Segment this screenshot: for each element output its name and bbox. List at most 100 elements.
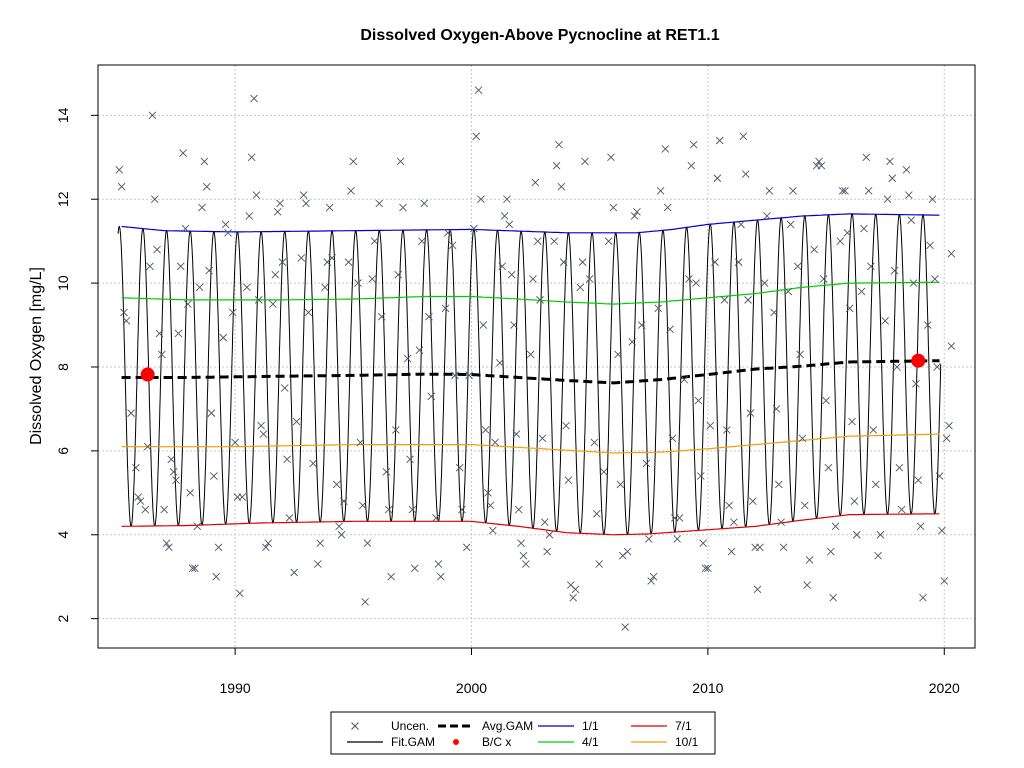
uncensored-point: [862, 153, 871, 162]
uncensored-point: [500, 212, 509, 220]
uncensored-point: [774, 480, 783, 489]
uncensored-point: [531, 178, 540, 187]
legend-symbol: [453, 739, 459, 745]
uncensored-point: [763, 212, 771, 220]
uncensored-point: [826, 547, 835, 556]
uncensored-point: [146, 262, 154, 271]
series-line-1-1: [121, 213, 940, 234]
uncensored-point: [280, 384, 289, 392]
uncensored-point: [760, 279, 769, 287]
uncensored-point: [221, 220, 230, 229]
uncensored-point: [252, 191, 261, 199]
uncensored-point: [744, 296, 752, 304]
uncensored-point: [881, 317, 889, 325]
legend-label: 7/1: [675, 719, 692, 733]
uncensored-point: [514, 505, 523, 514]
uncensored-point: [739, 132, 748, 141]
uncensored-point: [347, 187, 355, 195]
uncensored-point: [737, 220, 745, 229]
uncensored-point: [335, 522, 343, 531]
uncensored-point: [420, 199, 429, 208]
uncensored-point: [942, 434, 951, 443]
uncensored-point: [810, 245, 819, 254]
uncensored-point: [143, 442, 152, 451]
uncensored-point: [843, 228, 852, 237]
uncensored-point: [756, 543, 764, 552]
uncensored-point: [850, 497, 859, 506]
uncensored-point: [184, 300, 192, 308]
uncensored-point: [394, 270, 403, 279]
y-tick-label: 14: [55, 107, 71, 123]
uncensored-point: [174, 329, 183, 338]
uncensored-point: [188, 564, 197, 573]
uncensored-point: [831, 522, 840, 531]
uncensored-point: [557, 182, 566, 191]
uncensored-point: [668, 434, 677, 443]
uncensored-point: [418, 237, 426, 245]
series-layer: [117, 213, 942, 536]
uncensored-point: [578, 258, 587, 266]
uncensored-point: [730, 518, 738, 526]
uncensored-point: [926, 241, 934, 250]
uncensored-point: [680, 375, 689, 384]
uncensored-point: [836, 237, 845, 245]
uncensored-point: [486, 501, 495, 510]
uncensored-point: [689, 140, 698, 149]
uncensored-point: [455, 463, 464, 472]
y-tick-label: 2: [55, 615, 71, 623]
uncensored-point: [387, 572, 395, 581]
uncensored-point: [644, 535, 653, 543]
uncensored-point: [214, 543, 223, 552]
uncensored-point: [621, 623, 629, 631]
uncensored-point: [675, 514, 684, 522]
uncensored-point: [406, 455, 414, 464]
uncensored-point: [685, 275, 693, 283]
legend-label: Avg.GAM: [482, 719, 533, 733]
legend-label: B/C x: [482, 735, 511, 749]
uncensored-point: [663, 203, 672, 212]
uncensored-point: [465, 371, 473, 380]
uncensored-point: [595, 560, 603, 568]
uncensored-point: [867, 262, 875, 271]
uncensored-point: [200, 157, 209, 166]
uncensored-point: [734, 258, 743, 266]
y-tick-label: 8: [55, 363, 71, 371]
uncensored-point: [458, 505, 466, 514]
uncensored-point: [219, 333, 228, 342]
uncensored-point: [647, 577, 655, 585]
uncensored-point: [290, 568, 299, 577]
uncensored-point: [507, 270, 516, 279]
uncensored-point: [552, 161, 561, 170]
uncensored-point: [696, 472, 705, 480]
uncensored-point: [883, 195, 892, 204]
uncensored-point: [914, 476, 923, 485]
uncensored-point: [384, 505, 393, 514]
uncensored-point: [713, 174, 722, 183]
uncensored-point: [592, 509, 601, 518]
uncensored-point: [711, 258, 719, 266]
axis-layer: 1990 2000 2010 2020 2 4 6 8 10 12 14: [55, 107, 960, 696]
uncensored-point: [408, 505, 417, 514]
uncensored-point: [540, 518, 549, 526]
series-line-avg-gam: [121, 359, 940, 385]
legend-label: Uncen.: [391, 719, 429, 733]
uncensored-point: [871, 480, 880, 489]
uncensored-point: [153, 245, 161, 254]
uncensored-point: [169, 468, 178, 476]
uncensored-point: [250, 94, 258, 103]
uncensored-point: [195, 283, 204, 292]
y-tick-label: 4: [55, 531, 71, 539]
uncensored-point: [935, 472, 944, 480]
uncensored-point: [895, 463, 904, 472]
uncensored-point: [890, 266, 899, 275]
uncensored-point: [633, 207, 641, 216]
legend-label: 4/1: [582, 735, 599, 749]
uncensored-point: [746, 409, 755, 417]
uncensored-point: [162, 539, 171, 547]
uncensored-point: [488, 526, 497, 535]
uncensored-point: [630, 212, 639, 220]
uncensored-point: [344, 258, 353, 266]
uncensored-point: [332, 480, 341, 489]
uncensored-point: [481, 426, 490, 434]
y-tick-label: 10: [55, 275, 71, 291]
